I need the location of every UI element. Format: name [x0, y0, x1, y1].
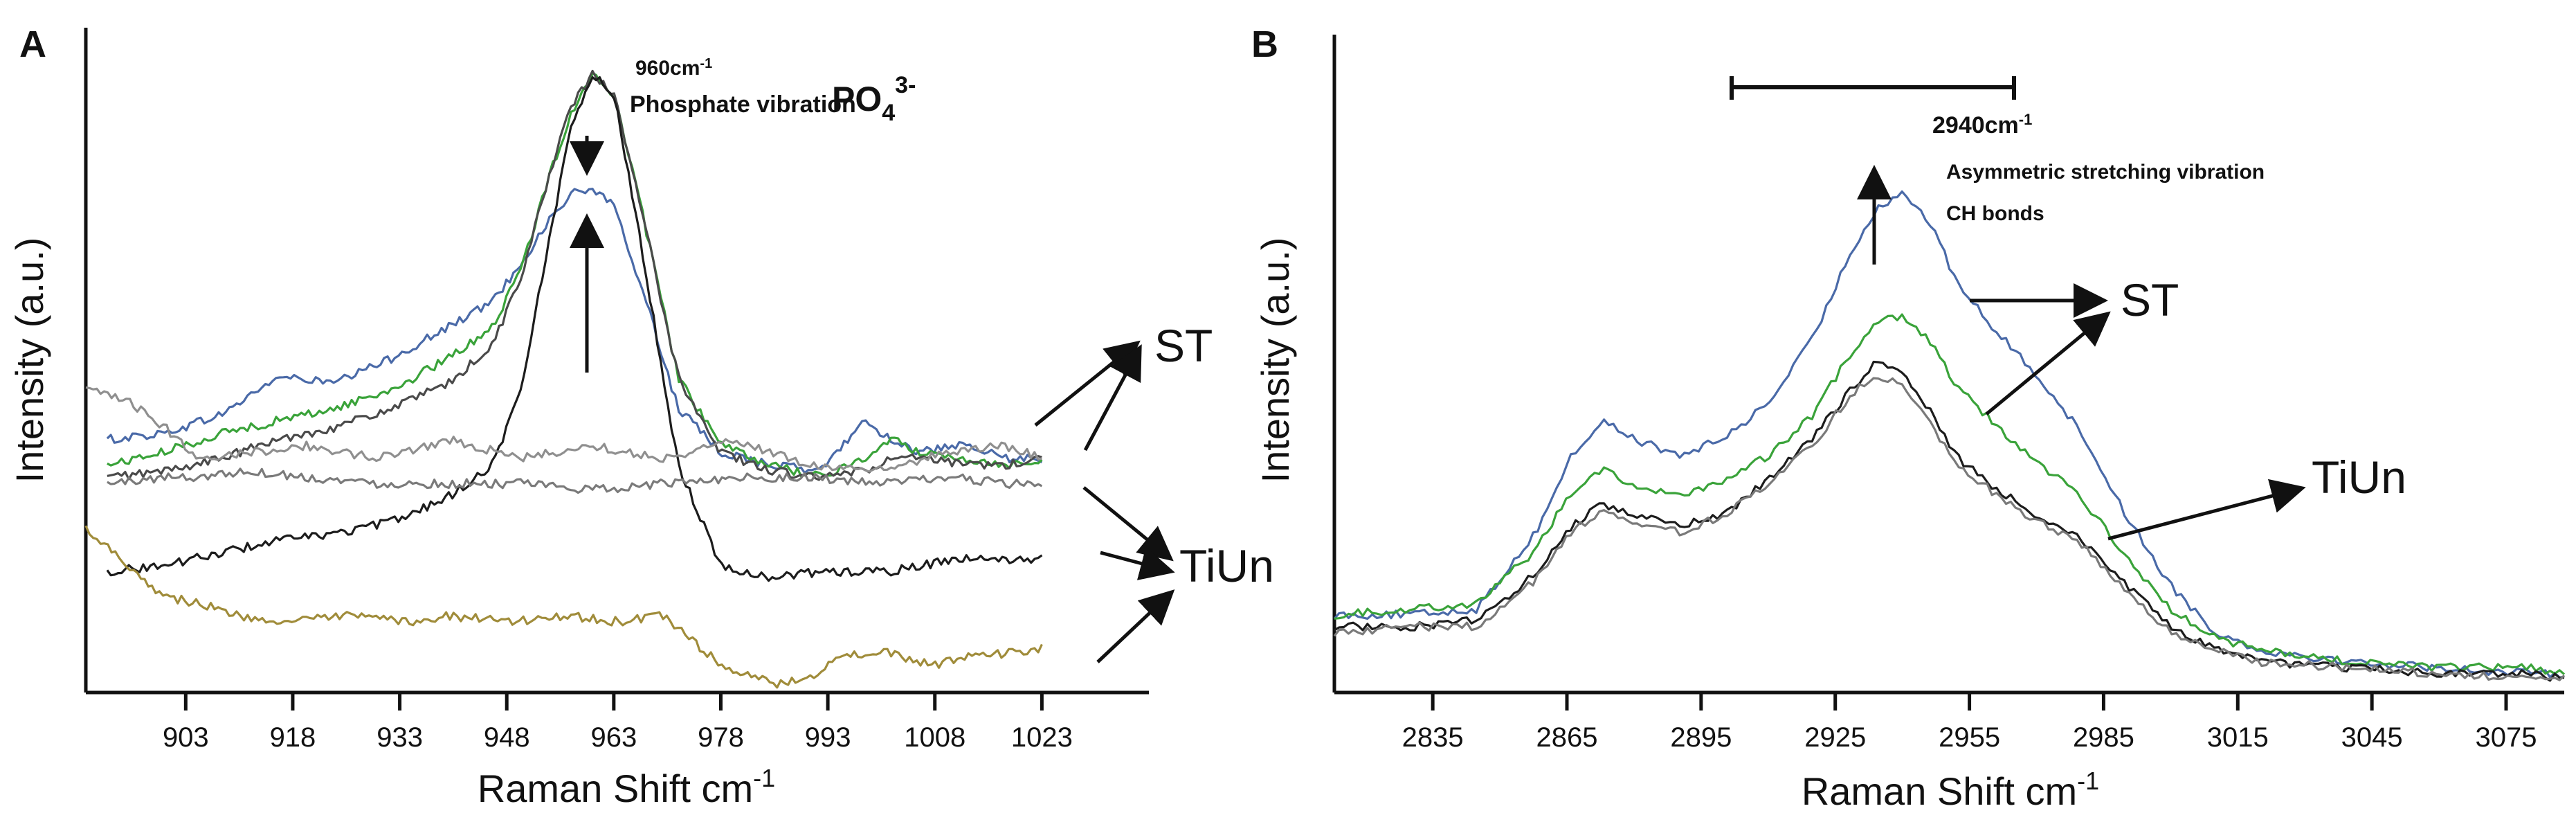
- panel-b-tick-label-2955: 2955: [1939, 722, 2000, 753]
- panel-a-tick-label-1023: 1023: [1011, 722, 1073, 753]
- panel-a-tick-label-918: 918: [270, 722, 316, 753]
- panel-a-x-tick-labels: 903 918 933 948 963 978 993 1008 1023: [163, 722, 1073, 753]
- panel-a-letter: A: [19, 24, 46, 65]
- panel-a-series-tiun-4: [84, 525, 1043, 689]
- panel-a-tick-label-993: 993: [805, 722, 851, 753]
- panel-a-series-st-1: [106, 188, 1043, 474]
- panel-b-tick-label-2925: 2925: [1804, 722, 1866, 753]
- panel-b-tick-label-2895: 2895: [1670, 722, 1732, 753]
- panel-b-series: [1333, 190, 2566, 682]
- panel-a-tick-label-1008: 1008: [904, 722, 965, 753]
- panel-a-series-tiun-1: [106, 76, 1043, 582]
- panel-a-tiun-arrow-3: [1096, 589, 1175, 663]
- panel-a-tick-label-978: 978: [698, 722, 744, 753]
- panel-a-tiun-arrow-1: [1082, 486, 1174, 562]
- panel-a-x-ticks: [183, 693, 1044, 711]
- panel-b-tiun-arrow: [2107, 479, 2306, 541]
- panel-a-y-label: Intensity (a.u.): [8, 238, 51, 483]
- panel-a-series-st-2: [107, 72, 1043, 478]
- panel-b-series-st-2: [1334, 313, 2566, 675]
- panel-a-tick-label-963: 963: [590, 722, 637, 753]
- panel-a-st-label: ST: [1154, 320, 1213, 371]
- panel-a-tick-label-933: 933: [377, 722, 423, 753]
- panel-a-tiun-arrow-2: [1100, 546, 1175, 580]
- panel-b-vibration-line2: CH bonds: [1946, 202, 2044, 225]
- panel-b-tiun-label: TiUn: [2312, 452, 2406, 503]
- panel-b: B 2835 2865 2895 2925 2955 2985 3015 3045 3075 I…: [1251, 24, 2566, 813]
- panel-b-peak-label: 2940cm-1: [1932, 111, 2032, 139]
- panel-b-tick-label-2985: 2985: [2073, 722, 2134, 753]
- panel-b-letter: B: [1251, 24, 1278, 65]
- panel-a-tick-label-948: 948: [484, 722, 530, 753]
- panel-b-series-tiun-2: [1333, 377, 2566, 681]
- panel-b-range-bracket: [1730, 76, 2016, 100]
- panel-b-st-label: ST: [2121, 274, 2179, 325]
- panel-a-vibration-label: Phosphate vibration: [630, 91, 856, 118]
- panel-b-vibration-line1: Asymmetric stretching vibration: [1946, 161, 2265, 184]
- panel-b-series-st-1: [1333, 190, 2565, 679]
- panel-a-peak-label: 960cm-1: [635, 56, 712, 80]
- panel-a-series: [84, 69, 1043, 689]
- panel-b-x-label: Raman Shift cm-1: [1802, 767, 2099, 813]
- panel-a-series-st-3: [107, 69, 1042, 481]
- panel-b-x-tick-labels: 2835 2865 2895 2925 2955 2985 3015 3045 3075: [1402, 722, 2537, 753]
- panel-a-st-arrow-2: [1083, 344, 1142, 452]
- panel-b-tick-label-3075: 3075: [2476, 722, 2537, 753]
- panel-b-st-arrow-2: [1985, 311, 2111, 416]
- panel-a-tick-label-903: 903: [163, 722, 209, 753]
- panel-a-ion-label: PO43-: [832, 72, 916, 126]
- panel-a-tiun-label: TiUn: [1179, 540, 1274, 591]
- panel-b-x-ticks: [1431, 693, 2508, 711]
- panel-a-series-tiun-3: [85, 386, 1042, 473]
- panel-a: A 903 918 933 948 963 978 993 1008 1023 Intensit…: [8, 24, 1274, 810]
- panel-b-tick-label-3045: 3045: [2341, 722, 2403, 753]
- panel-b-series-tiun-1: [1334, 360, 2565, 682]
- panel-a-series-tiun-2: [107, 467, 1043, 494]
- panel-b-tick-label-2865: 2865: [1536, 722, 1598, 753]
- panel-a-x-label: Raman Shift cm-1: [478, 764, 775, 810]
- panel-b-tick-label-3015: 3015: [2207, 722, 2269, 753]
- panel-b-tick-label-2835: 2835: [1402, 722, 1464, 753]
- panel-b-y-label: Intensity (a.u.): [1253, 238, 1297, 483]
